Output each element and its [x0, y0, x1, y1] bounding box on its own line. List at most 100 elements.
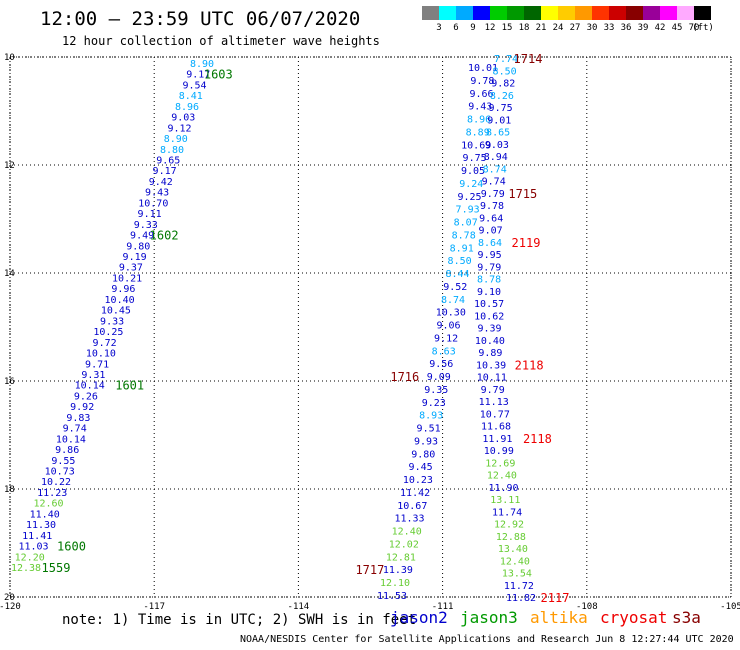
swh-value: 9.07 [479, 226, 503, 237]
swh-value: 10.10 [86, 349, 116, 360]
swh-value: 8.07 [454, 218, 478, 229]
legend-label: 3 [436, 23, 442, 33]
lon-label: -117 [143, 602, 165, 612]
legend-label: 70 [688, 23, 700, 33]
footer-note: note: 1) Time is in UTC; 2) SWH is in fe… [62, 612, 417, 628]
legend-label: 9 [470, 23, 476, 33]
page-subtitle: 12 hour collection of altimeter wave hei… [62, 34, 380, 48]
swh-value: 11.82 [506, 593, 536, 604]
lat-label: 16 [4, 377, 15, 387]
swh-value: 10.23 [403, 475, 433, 486]
swh-value: 9.65 [156, 156, 180, 167]
swh-value: 10.57 [474, 299, 504, 310]
swh-value: 8.44 [445, 269, 469, 280]
pass-time-label: 2118 [515, 358, 544, 372]
swh-value: 12.40 [392, 527, 422, 538]
swh-value: 9.03 [485, 140, 509, 151]
legend-label: 36 [620, 23, 632, 33]
pass-time-label: 2117 [541, 591, 570, 605]
swh-value: 9.43 [468, 102, 492, 113]
swh-value: 10.01 [468, 63, 498, 74]
pass-time-label: 1603 [204, 68, 233, 82]
swh-value: 9.37 [119, 263, 143, 274]
swh-value: 12.69 [485, 458, 515, 469]
lat-label: 14 [4, 269, 15, 279]
swh-value: 12.10 [380, 578, 410, 589]
swh-value: 13.54 [502, 569, 532, 580]
pass-time-label: 1715 [508, 187, 537, 201]
pass-time-label: 1559 [42, 561, 71, 575]
lat-label: 20 [4, 593, 15, 603]
swh-value: 10.30 [436, 308, 466, 319]
swh-value: 10.14 [56, 434, 86, 445]
swh-value: 9.89 [478, 348, 502, 359]
swh-value: 8.93 [419, 411, 443, 422]
swh-value: 10.39 [476, 360, 506, 371]
swh-value: 9.75 [489, 103, 513, 114]
swh-value: 8.74 [441, 295, 465, 306]
swh-value: 11.03 [18, 542, 48, 553]
legend-swatch [541, 6, 558, 20]
pass-time-label: 1602 [150, 229, 179, 243]
lat-label: 12 [4, 161, 15, 171]
swh-value: 13.40 [498, 544, 528, 555]
swh-value: 9.72 [93, 338, 117, 349]
swh-value: 11.68 [481, 422, 511, 433]
swh-value: 11.40 [30, 509, 60, 520]
swh-value: 9.11 [138, 209, 162, 220]
swh-value: 10.73 [45, 467, 75, 478]
legend-swatch [524, 6, 541, 20]
swh-value: 8.41 [179, 91, 203, 102]
swh-value: 10.21 [112, 274, 142, 285]
swh-value: 12.60 [33, 499, 63, 510]
legend-label: 27 [569, 23, 581, 33]
swh-value: 9.19 [123, 252, 147, 263]
legend-swatch [626, 6, 643, 20]
satellite-jason3: jason3 [460, 608, 518, 627]
swh-value: 9.93 [414, 437, 438, 448]
legend-swatch [609, 6, 626, 20]
swh-value: 10.67 [397, 501, 427, 512]
swh-value: 9.49 [130, 231, 154, 242]
swh-value: 8.80 [160, 145, 184, 156]
satellite-cryosat: cryosat [600, 608, 668, 627]
swh-value: 7.74 [494, 54, 518, 65]
swh-value: 11.74 [492, 507, 522, 518]
swh-value: 9.01 [487, 115, 511, 126]
swh-value: 8.96 [175, 102, 199, 113]
swh-value: 9.82 [491, 79, 515, 90]
swh-value: 11.30 [26, 520, 56, 531]
swh-value: 7.93 [456, 205, 480, 216]
swh-value: 11.33 [394, 514, 424, 525]
swh-value: 9.51 [417, 424, 441, 435]
swh-value: 9.64 [479, 213, 503, 224]
legend-swatch [643, 6, 660, 20]
swh-value: 12.40 [500, 556, 530, 567]
swh-value: 9.06 [436, 321, 460, 332]
swh-value: 9.54 [182, 80, 206, 91]
swh-value: 11.42 [400, 488, 430, 499]
legend-label: 12 [484, 23, 496, 33]
swh-value: 10.62 [474, 311, 504, 322]
swh-value: 9.10 [477, 287, 501, 298]
swh-value: 12.81 [386, 552, 416, 563]
swh-value: 9.95 [478, 250, 502, 261]
swh-value: 9.92 [70, 402, 94, 413]
swh-value: 9.83 [66, 413, 90, 424]
swh-value: 9.52 [443, 282, 467, 293]
swh-value: 12.38 [11, 563, 41, 574]
page-title: 12:00 – 23:59 UTC 06/07/2020 [40, 8, 361, 30]
legend-swatch [473, 6, 490, 20]
swh-value: 9.12 [434, 333, 458, 344]
swh-value: 10.22 [41, 477, 71, 488]
swh-value: 11.41 [22, 531, 52, 542]
swh-value: 10.99 [484, 446, 514, 457]
legend-swatch [422, 6, 439, 20]
swh-value: 12.40 [487, 471, 517, 482]
swh-value: 12.92 [494, 520, 524, 531]
swh-value: 8.50 [448, 256, 472, 267]
satellite-jason2: jason2 [390, 608, 448, 627]
swh-value: 12.88 [496, 532, 526, 543]
legend-swatch [490, 6, 507, 20]
